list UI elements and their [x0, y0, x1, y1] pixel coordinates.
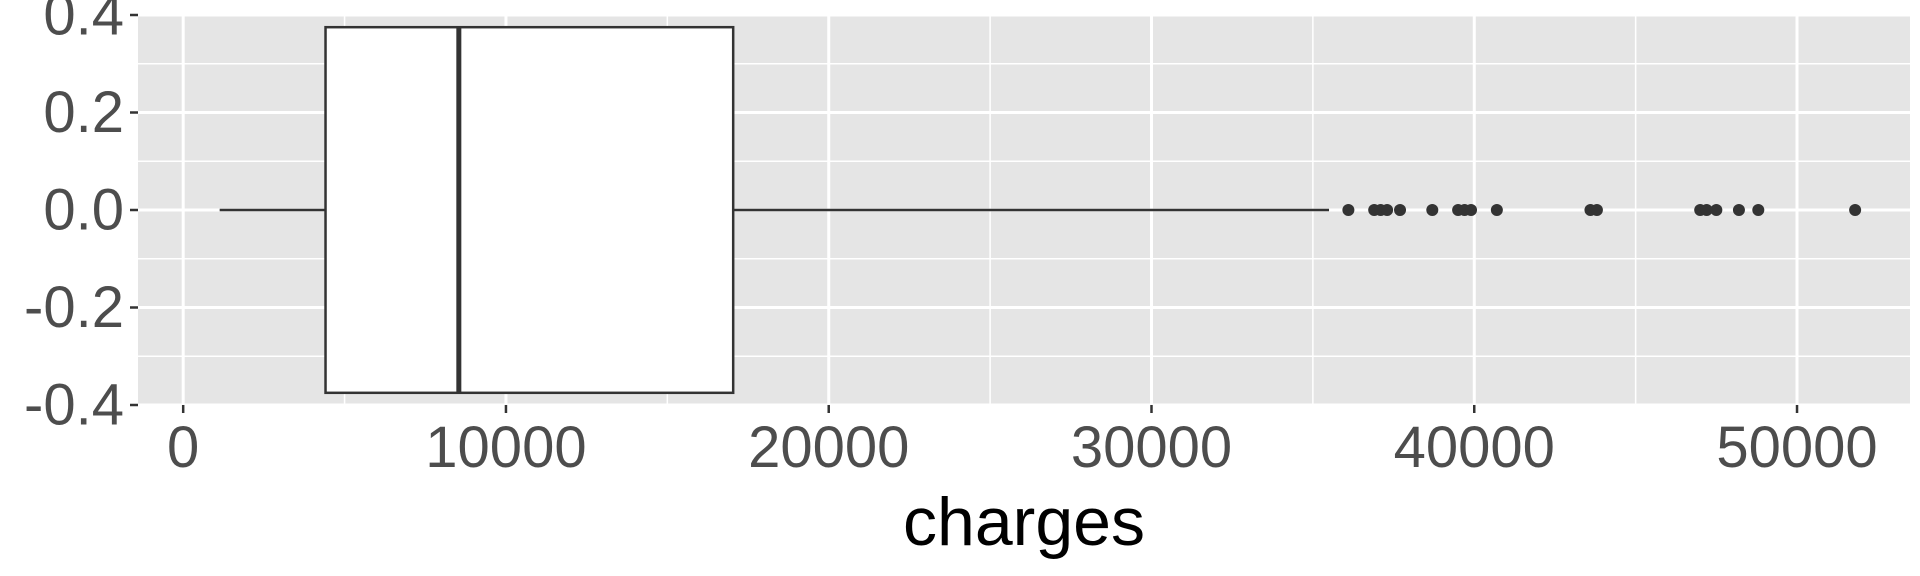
outlier-point — [1394, 204, 1407, 216]
y-tick-label: 0.2 — [43, 80, 124, 145]
outlier-points — [1342, 204, 1862, 216]
x-tick-label: 20000 — [748, 415, 909, 480]
outlier-point — [1381, 204, 1394, 216]
y-axis: 0.4 0.2 0.0 -0.2 -0.4 — [24, 0, 138, 438]
x-tick-label: 0 — [167, 415, 199, 480]
y-tick-label: -0.2 — [24, 275, 124, 340]
y-tick-label: 0.0 — [43, 178, 124, 243]
x-tick-label: 50000 — [1716, 415, 1877, 480]
y-tick-label: 0.4 — [43, 0, 124, 48]
x-axis: 0 10000 20000 30000 40000 50000 — [167, 405, 1878, 480]
outlier-point — [1426, 204, 1439, 216]
outlier-point — [1849, 204, 1862, 216]
interquartile-box — [324, 25, 735, 395]
outlier-point — [1752, 204, 1765, 216]
x-tick-label: 40000 — [1394, 415, 1555, 480]
outlier-point — [1700, 204, 1713, 216]
x-tick-label: 30000 — [1071, 415, 1232, 480]
y-tick-label: -0.4 — [24, 373, 124, 438]
boxplot-group — [219, 25, 1330, 395]
outlier-point — [1465, 204, 1478, 216]
x-tick-label: 10000 — [425, 415, 586, 480]
outlier-point — [1490, 204, 1503, 216]
outlier-point — [1710, 204, 1723, 216]
outlier-point — [1342, 204, 1355, 216]
outlier-point — [1590, 204, 1603, 216]
outlier-point — [1732, 204, 1745, 216]
x-axis-title: charges — [903, 484, 1145, 560]
